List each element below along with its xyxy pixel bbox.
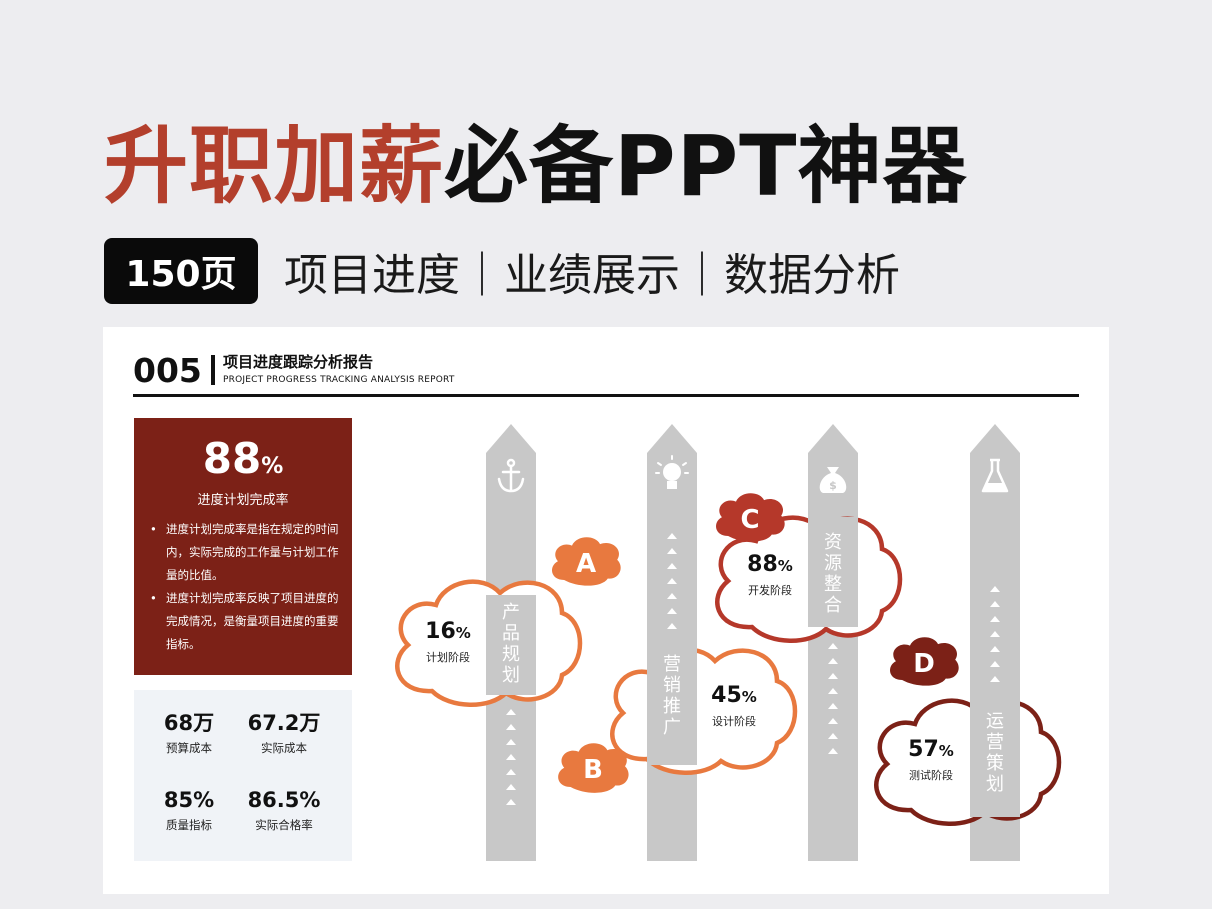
completion-rate-value: 88%: [202, 434, 284, 483]
stage-column-overlap: [647, 647, 697, 765]
pages-badge: 150页: [104, 238, 258, 304]
note-item: 进度计划完成率是指在规定的时间内，实际完成的工作量与计划工作量的比值。: [148, 518, 344, 587]
main-title: 升职加薪 必备PPT神器: [104, 104, 967, 215]
stage-column: [647, 424, 697, 861]
slide-subtitle: PROJECT PROGRESS TRACKING ANALYSIS REPOR…: [223, 375, 455, 385]
completion-rate-notes: 进度计划完成率是指在规定的时间内，实际完成的工作量与计划工作量的比值。 进度计划…: [148, 518, 344, 656]
completion-rate-label: 进度计划完成率: [197, 493, 289, 508]
svg-text:$: $: [829, 479, 837, 492]
stage-c-letter: C: [740, 505, 759, 535]
stage-column-overlap: [808, 517, 858, 627]
subtitle-row: 150页 项目进度｜业绩展示｜数据分析: [104, 238, 900, 304]
slide-title: 项目进度跟踪分析报告: [223, 353, 374, 371]
stat-actual-pass-rate: 86.5% 实际合格率: [247, 788, 321, 832]
slide-header-rule: [133, 394, 1079, 397]
anchor-icon: [497, 458, 525, 493]
stat-quality-index: 85% 质量指标: [163, 788, 215, 832]
main-title-black: 必备PPT神器: [444, 116, 968, 215]
flask-icon: [981, 458, 1009, 493]
stage-b-letter: B: [583, 755, 603, 785]
stage-d-value: 57% 测试阶段: [908, 737, 954, 782]
stat-budget-cost: 68万 预算成本: [163, 711, 215, 755]
note-item: 进度计划完成率反映了项目进度的完成情况，是衡量项目进度的重要指标。: [148, 587, 344, 656]
stage-d-name: 运营策划: [986, 711, 1004, 795]
stage-progress-diagram: $: [103, 424, 1109, 861]
main-title-red: 升职加薪: [104, 116, 445, 215]
stage-column-overlap: [970, 699, 1020, 817]
completion-rate-panel: 88% 进度计划完成率 进度计划完成率是指在规定的时间内，实际完成的工作量与计划…: [134, 418, 352, 675]
slide-preview: 005 项目进度跟踪分析报告 PROJECT PROGRESS TRACKING…: [103, 327, 1109, 894]
stage-c-name: 资源整合: [824, 532, 842, 616]
slide-number: 005: [133, 351, 202, 390]
money-bag-icon: $: [819, 467, 847, 493]
stage-b-name: 营销推广: [663, 654, 681, 738]
stage-d-letter: D: [913, 649, 935, 679]
stage-a-letter: A: [576, 549, 596, 579]
chevron-arrows: [506, 533, 1000, 805]
stat-actual-cost: 67.2万 实际成本: [247, 711, 321, 755]
slide-title-divider: [211, 355, 215, 385]
cost-quality-stats: 68万 预算成本 67.2万 实际成本 85% 质量指标 86.5% 实际合格率: [134, 690, 352, 861]
stage-b-value: 45% 设计阶段: [711, 683, 757, 728]
stage-c-value: 88% 开发阶段: [747, 552, 793, 597]
stage-a-name: 产品规划: [502, 602, 520, 686]
lightbulb-icon: [655, 455, 689, 489]
stage-a-value: 16% 计划阶段: [425, 619, 471, 664]
subtitle: 项目进度｜业绩展示｜数据分析: [284, 250, 900, 301]
stage-column-overlap: [486, 595, 536, 695]
